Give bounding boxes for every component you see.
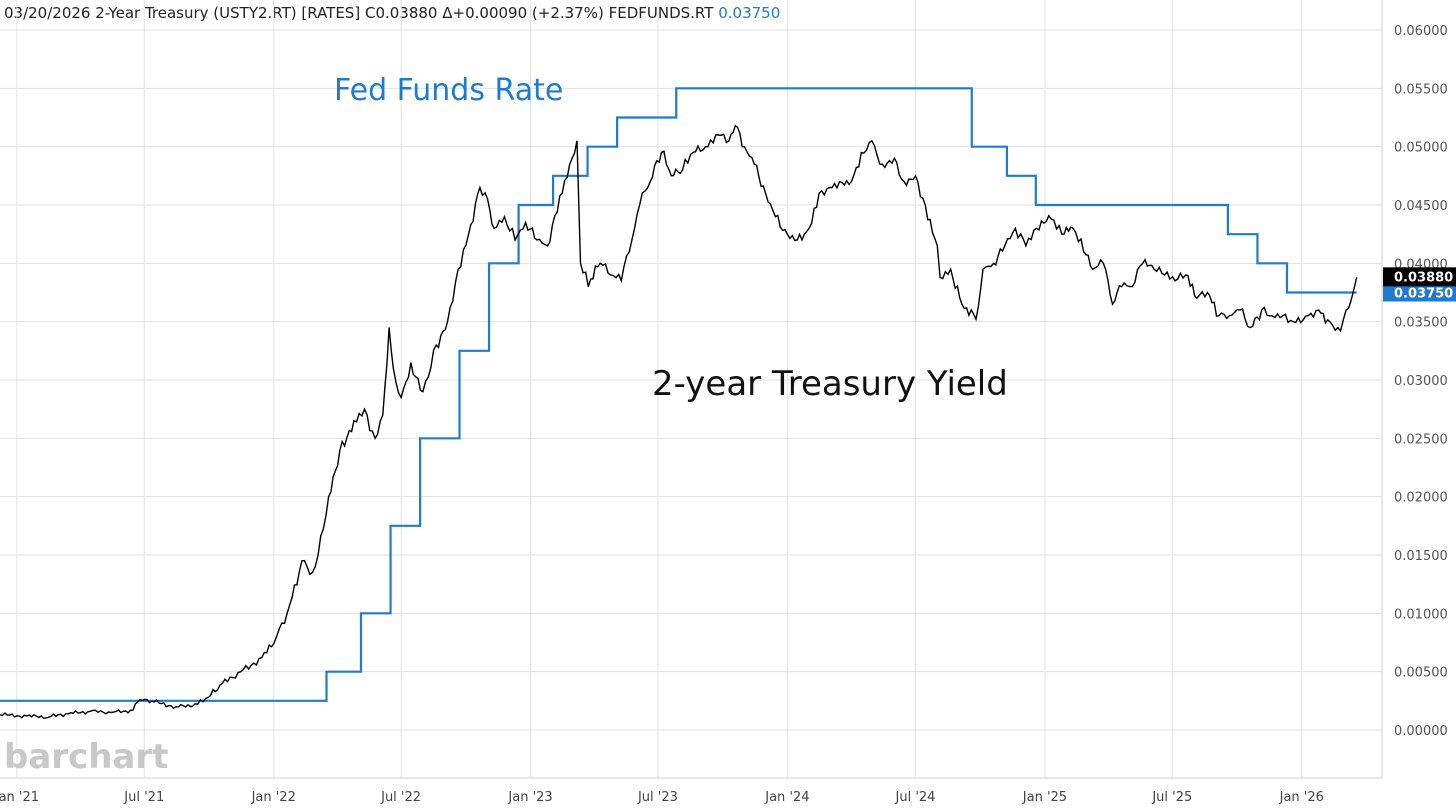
header-compare-value: 0.03750 [718,4,781,22]
header-compare-symbol: FEDFUNDS.RT [608,4,714,22]
fed-funds-annotation: Fed Funds Rate [334,73,563,108]
treasury-last-value-label: 0.03880 [1394,270,1453,285]
x-tick-label: Jan '22 [251,790,296,805]
chart-header: 03/20/2026 2-Year Treasury (USTY2.RT) [R… [4,4,780,22]
y-tick-label: 0.02000 [1394,491,1448,506]
x-tick-label: Jan '23 [507,790,552,805]
x-tick-label: Jul '23 [637,790,678,805]
x-tick-label: Jan '21 [0,790,39,805]
y-tick-label: 0.01000 [1394,607,1448,622]
x-tick-label: Jul '22 [380,790,421,805]
x-tick-label: Jan '26 [1279,790,1324,805]
y-tick-label: 0.02500 [1394,432,1448,447]
x-axis: Jan '21 Jul '21 Jan '22 Jul '22 Jan '23 Jul '… [0,790,1324,805]
y-tick-label: 0.01500 [1394,549,1448,564]
y-tick-label: 0.04500 [1394,199,1448,214]
y-tick-label: 0.00000 [1394,724,1448,739]
x-tick-label: Jan '25 [1022,790,1067,805]
last-value-labels: 0.03750 0.03880 [1383,267,1456,302]
y-axis: 0.00000 0.00500 0.01000 0.01500 0.02000 0.025… [1394,24,1448,739]
barchart-watermark: barchart [4,737,168,777]
header-instrument: 2-Year Treasury (USTY2.RT) [RATES] [95,4,361,22]
fed-funds-series-line [0,87,1357,702]
header-change: Δ+0.00090 (+2.37%) [442,4,604,22]
x-tick-label: Jul '25 [1151,790,1192,805]
x-tick-label: Jul '21 [123,790,164,805]
x-tick-label: Jan '24 [764,790,809,805]
treasury-series-line [0,124,1358,720]
y-tick-label: 0.03000 [1394,374,1448,389]
x-tick-label: Jul '24 [895,790,936,805]
y-tick-label: 0.05000 [1394,141,1448,156]
y-tick-label: 0.05500 [1394,82,1448,97]
fed-funds-last-value-tag [1383,283,1456,302]
y-tick-label: 0.06000 [1394,24,1448,39]
fed-funds-last-value-label: 0.03750 [1394,287,1453,302]
y-tick-label: 0.00500 [1394,666,1448,681]
header-date: 03/20/2026 [4,4,91,22]
treasury-last-value-tag [1383,267,1456,287]
y-tick-label: 0.03500 [1394,316,1448,331]
treasury-annotation: 2-year Treasury Yield [652,364,1008,404]
